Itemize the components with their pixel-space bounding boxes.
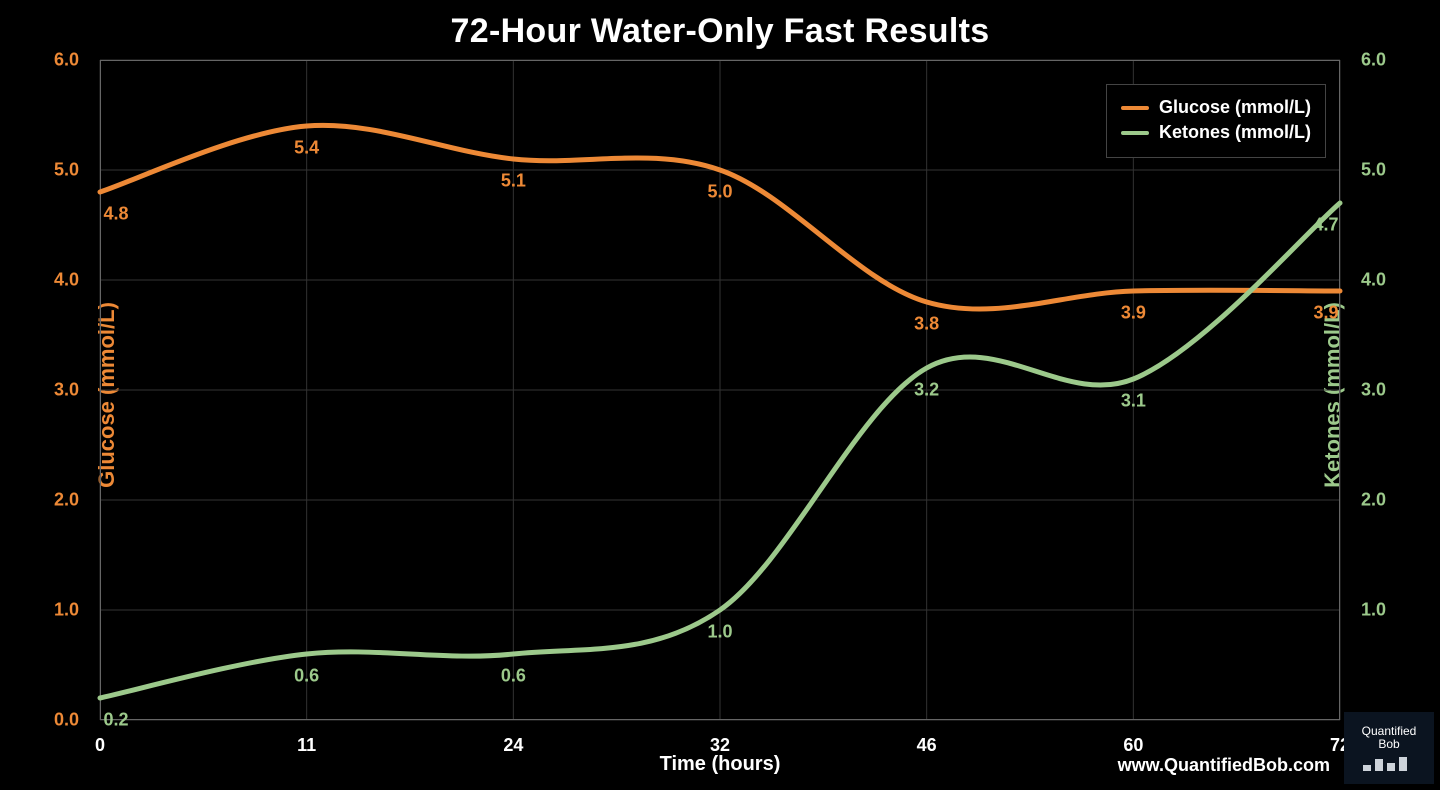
legend-swatch-ketones xyxy=(1121,131,1149,135)
glucose-data-label: 5.0 xyxy=(707,182,732,203)
y-right-tick: 6.0 xyxy=(1361,50,1386,71)
glucose-data-label: 5.4 xyxy=(294,138,319,159)
legend-swatch-glucose xyxy=(1121,106,1149,110)
chart-title: 72-Hour Water-Only Fast Results xyxy=(0,12,1440,51)
y-right-tick: 2.0 xyxy=(1361,490,1386,511)
y-left-tick: 4.0 xyxy=(54,270,79,291)
y-right-tick: 4.0 xyxy=(1361,270,1386,291)
ketones-data-label: 0.6 xyxy=(501,666,526,687)
glucose-data-label: 3.9 xyxy=(1313,303,1338,324)
legend-label-glucose: Glucose (mmol/L) xyxy=(1159,97,1311,118)
y-left-tick: 2.0 xyxy=(54,490,79,511)
x-tick: 11 xyxy=(297,735,316,756)
legend-item-glucose: Glucose (mmol/L) xyxy=(1121,97,1311,118)
ketones-data-label: 0.2 xyxy=(103,710,128,731)
glucose-data-label: 3.8 xyxy=(914,314,939,335)
logo-line2: Bob xyxy=(1378,738,1399,751)
logo-bars-icon xyxy=(1361,755,1417,771)
ketones-data-label: 4.7 xyxy=(1313,215,1338,236)
y-left-tick: 0.0 xyxy=(54,710,79,731)
ketones-data-label: 3.1 xyxy=(1121,391,1146,412)
glucose-data-label: 4.8 xyxy=(103,204,128,225)
glucose-data-label: 5.1 xyxy=(501,171,526,192)
attribution-url: www.QuantifiedBob.com xyxy=(1118,755,1330,776)
chart-container: 72-Hour Water-Only Fast Results Glucose … xyxy=(0,0,1440,790)
legend-item-ketones: Ketones (mmol/L) xyxy=(1121,122,1311,143)
ketones-data-label: 3.2 xyxy=(914,380,939,401)
x-tick: 0 xyxy=(95,735,105,756)
legend: Glucose (mmol/L) Ketones (mmol/L) xyxy=(1106,84,1326,158)
y-left-tick: 1.0 xyxy=(54,600,79,621)
y-right-tick: 1.0 xyxy=(1361,600,1386,621)
y-left-tick: 5.0 xyxy=(54,160,79,181)
x-tick: 46 xyxy=(917,735,937,756)
ketones-data-label: 0.6 xyxy=(294,666,319,687)
plot-area: Glucose (mmol/L) Ketones (mmol/L) 0.00.0… xyxy=(100,60,1340,720)
x-tick: 24 xyxy=(503,735,523,756)
y-left-tick: 3.0 xyxy=(54,380,79,401)
x-tick: 60 xyxy=(1123,735,1143,756)
y-right-tick: 5.0 xyxy=(1361,160,1386,181)
logo-badge: Quantified Bob xyxy=(1344,712,1434,784)
legend-label-ketones: Ketones (mmol/L) xyxy=(1159,122,1311,143)
y-left-tick: 6.0 xyxy=(54,50,79,71)
y-right-tick: 3.0 xyxy=(1361,380,1386,401)
ketones-data-label: 1.0 xyxy=(707,622,732,643)
x-tick: 32 xyxy=(710,735,730,756)
glucose-data-label: 3.9 xyxy=(1121,303,1146,324)
